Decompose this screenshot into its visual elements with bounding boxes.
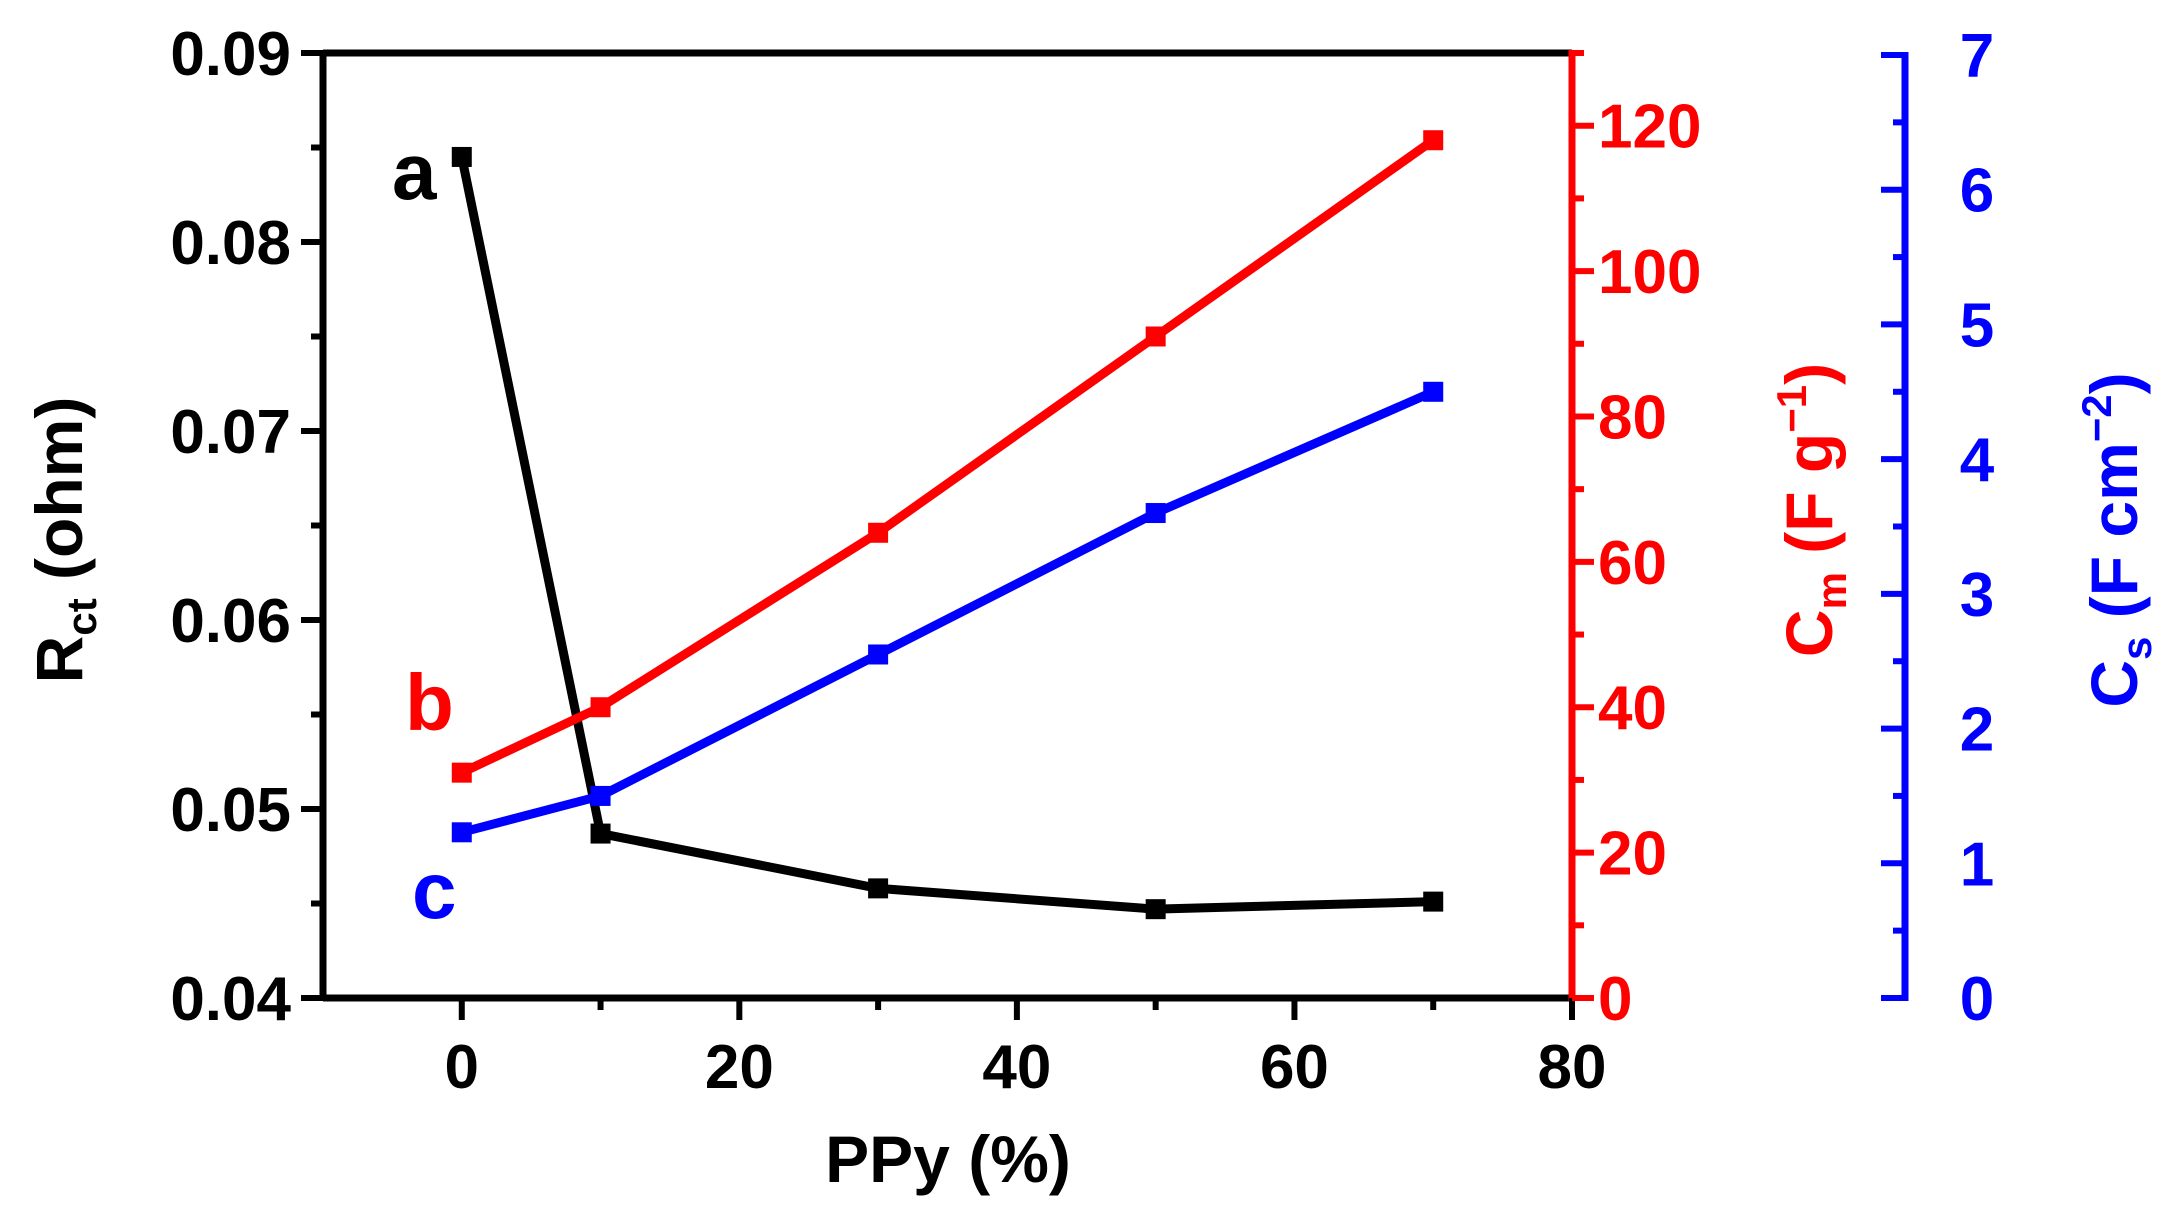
- x-tick-label: 60: [1260, 1033, 1329, 1102]
- cs-title-sub: s: [2113, 637, 2160, 660]
- data-point-b: [1423, 130, 1444, 151]
- cm-title-sup: −1: [1768, 385, 1815, 433]
- cs-tick-label: 2: [1960, 696, 1994, 765]
- left-tick-label: 0.04: [170, 965, 291, 1034]
- cm-tick-label: 0: [1598, 965, 1632, 1034]
- left-tick-label: 0.09: [170, 20, 291, 89]
- cs-tick-label: 7: [1960, 22, 1994, 91]
- left-tick-label: 0.07: [170, 398, 291, 467]
- data-point-a: [868, 878, 889, 899]
- right-y-axis-cm: 0 20 40 60 80 100 120: [1572, 50, 1701, 1034]
- data-point-a: [451, 146, 472, 167]
- cm-title-main: C: [1772, 609, 1846, 657]
- data-point-b: [451, 762, 472, 783]
- cs-tick-label: 5: [1960, 291, 1994, 360]
- series-layer: [451, 130, 1444, 920]
- series-label-a: a: [392, 127, 437, 216]
- data-point-c: [868, 644, 889, 665]
- cm-tick-label: 60: [1598, 529, 1667, 598]
- left-tick-label: 0.06: [170, 587, 291, 656]
- cs-tick-label: 1: [1960, 830, 1994, 899]
- x-axis-title: PPy (%): [825, 1122, 1071, 1196]
- series-label-c: c: [412, 846, 457, 935]
- data-point-c: [590, 785, 611, 806]
- series-label-b: b: [405, 658, 454, 747]
- cm-tick-label: 20: [1598, 820, 1667, 889]
- cm-tick-label: 80: [1598, 383, 1667, 452]
- data-point-b: [868, 522, 889, 543]
- left-y-axis: 0.04 0.05 0.06 0.07 0.08 0.09: [170, 20, 323, 1034]
- cm-tick-label: 40: [1598, 674, 1667, 743]
- plot-frame: [319, 49, 1576, 1002]
- cm-tick-label: 120: [1598, 93, 1701, 162]
- cs-title-rest: (F cm: [2077, 442, 2151, 636]
- data-point-b: [590, 697, 611, 718]
- data-point-a: [1145, 899, 1166, 920]
- cs-title-sup: −2: [2073, 394, 2120, 442]
- data-point-c: [1145, 503, 1166, 524]
- x-axis: 0 20 40 60 80: [445, 998, 1607, 1102]
- x-tick-label: 20: [705, 1033, 774, 1102]
- left-tick-label: 0.05: [170, 776, 291, 845]
- right-y-axis-cs-title: Cs (F cm−2): [2073, 372, 2160, 707]
- cm-title-rest: (F g: [1772, 433, 1846, 572]
- cm-tick-label: 100: [1598, 238, 1701, 307]
- left-y-title-sub: ct: [58, 598, 105, 635]
- x-tick-label: 0: [445, 1033, 479, 1102]
- cs-title-close: ): [2077, 372, 2151, 394]
- cm-title-close: ): [1772, 363, 1846, 385]
- left-y-axis-title: Rct (ohm): [22, 397, 105, 684]
- cs-tick-label: 6: [1960, 157, 1994, 226]
- left-tick-label: 0.08: [170, 209, 291, 278]
- left-y-title-rest: (ohm): [22, 397, 96, 599]
- x-tick-label: 80: [1538, 1033, 1607, 1102]
- data-point-c: [1423, 381, 1444, 402]
- data-point-a: [1423, 891, 1444, 912]
- cs-tick-label: 0: [1960, 965, 1994, 1034]
- data-point-c: [451, 822, 472, 843]
- data-point-b: [1145, 326, 1166, 347]
- data-point-a: [590, 823, 611, 844]
- cs-tick-label: 4: [1960, 426, 1995, 495]
- cs-tick-label: 3: [1960, 561, 1994, 630]
- right-y-axis-cs: 0 1 2 3 4 5 6 7: [1881, 22, 1995, 1034]
- cm-title-sub: m: [1808, 572, 1855, 609]
- left-y-title-main: R: [22, 636, 96, 684]
- series-line-c: [460, 387, 1436, 837]
- right-y-axis-cm-title: Cm (F g−1): [1768, 363, 1855, 657]
- cs-title-main: C: [2077, 660, 2151, 708]
- x-tick-label: 40: [982, 1033, 1051, 1102]
